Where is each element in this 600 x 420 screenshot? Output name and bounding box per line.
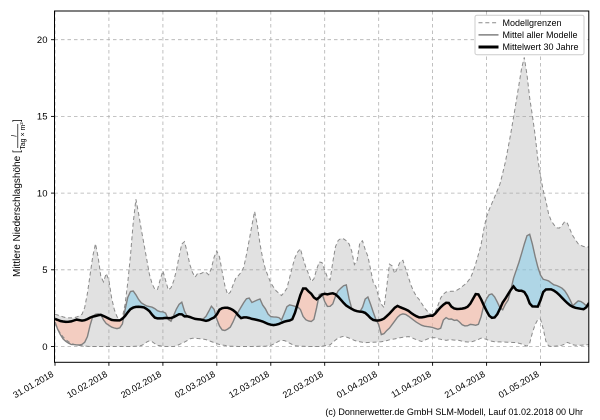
svg-text:Mittel aller Modelle: Mittel aller Modelle xyxy=(503,30,578,40)
svg-text:15: 15 xyxy=(37,112,48,123)
svg-text:10: 10 xyxy=(37,188,48,199)
svg-text:0: 0 xyxy=(42,342,47,353)
svg-text:]: ] xyxy=(12,119,23,122)
svg-text:Tag × m²: Tag × m² xyxy=(20,122,27,150)
svg-text:Modellgrenzen: Modellgrenzen xyxy=(503,18,562,28)
svg-text:Mittlere Niederschlagshöhe [: Mittlere Niederschlagshöhe [ xyxy=(12,150,23,277)
svg-text:Mittelwert 30 Jahre: Mittelwert 30 Jahre xyxy=(503,42,579,52)
svg-text:(c) Donnerwetter.de GmbH SLM-M: (c) Donnerwetter.de GmbH SLM-Modell, Lau… xyxy=(325,407,583,417)
svg-text:20: 20 xyxy=(37,35,48,46)
svg-text:l: l xyxy=(11,135,18,137)
svg-text:5: 5 xyxy=(42,265,47,276)
